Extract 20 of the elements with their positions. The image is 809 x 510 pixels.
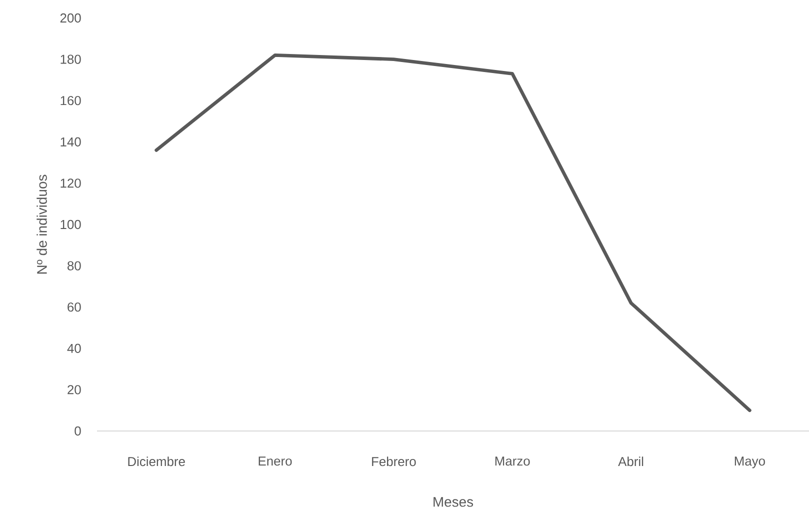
x-tick-label: Febrero [372, 456, 416, 466]
y-tick-label: 200 [60, 13, 81, 23]
y-axis-title: Nº de individuos [36, 174, 47, 274]
y-tick-label: 140 [60, 137, 81, 146]
line-series [154, 53, 752, 412]
y-tick-label: 120 [60, 178, 81, 188]
y-tick-label: 100 [60, 220, 81, 230]
y-tick-label: 60 [68, 302, 81, 312]
y-tick-label: 80 [68, 261, 81, 270]
x-tick-label: Enero [258, 456, 292, 466]
x-tick-label: Mayo [734, 456, 765, 468]
x-axis-title: Meses [434, 497, 474, 507]
y-tick-label: 0 [74, 426, 81, 436]
x-tick-label: Marzo [495, 456, 530, 466]
y-tick-label: 20 [68, 385, 81, 394]
y-tick-label: 160 [60, 96, 81, 106]
y-tick-label: 180 [60, 54, 81, 64]
y-tick-label: 40 [67, 344, 81, 353]
x-tick-label: Abril [618, 456, 644, 466]
x-tick-label: Diciembre [128, 456, 185, 466]
